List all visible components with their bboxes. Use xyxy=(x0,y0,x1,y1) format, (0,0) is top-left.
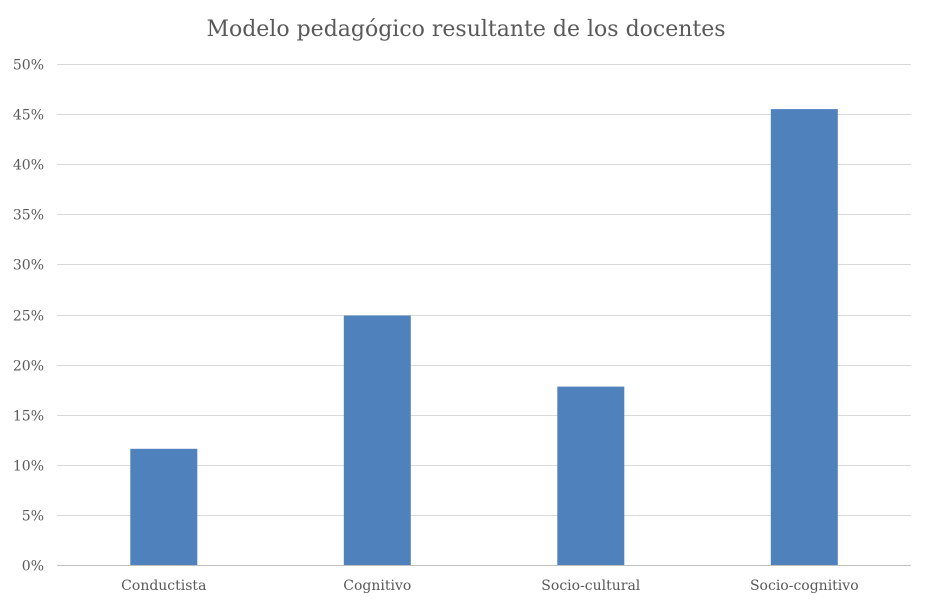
x-category-label: Socio-cognitivo xyxy=(750,578,859,594)
x-category-label: Socio-cultural xyxy=(541,578,641,594)
y-tick-label: 5% xyxy=(22,509,44,525)
y-tick-label: 45% xyxy=(13,108,44,124)
bars xyxy=(130,109,838,565)
y-tick-label: 15% xyxy=(13,409,44,425)
bar-conductista xyxy=(130,448,198,565)
gridlines xyxy=(57,64,911,566)
y-tick-label: 10% xyxy=(13,459,44,475)
bar-socio-cognitivo xyxy=(770,109,838,565)
chart-title: Modelo pedagógico resultante de los doce… xyxy=(206,17,725,42)
x-axis-category-labels: Conductista Cognitivo Socio-cultural Socio-… xyxy=(121,578,858,594)
y-tick-label: 25% xyxy=(13,309,44,325)
y-axis-tick-labels: 0% 5% 10% 15% 20% 25% 30% 35% 40% 45% 50% xyxy=(13,58,44,575)
y-tick-label: 50% xyxy=(13,58,44,74)
y-tick-label: 35% xyxy=(13,208,44,224)
y-tick-label: 30% xyxy=(13,258,44,274)
bar-socio-cultural xyxy=(557,386,625,565)
x-category-label: Conductista xyxy=(121,578,206,594)
x-category-label: Cognitivo xyxy=(343,578,411,594)
y-tick-label: 20% xyxy=(13,359,44,375)
bar-cognitivo xyxy=(343,315,411,565)
y-tick-label: 0% xyxy=(22,559,44,575)
y-tick-label: 40% xyxy=(13,158,44,174)
